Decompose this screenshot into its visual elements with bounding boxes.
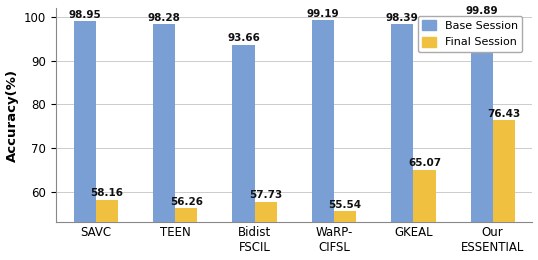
Text: 56.26: 56.26 <box>170 197 203 207</box>
Bar <box>493 120 515 222</box>
Y-axis label: Accuracy(%): Accuracy(%) <box>5 69 18 162</box>
Bar <box>471 17 493 222</box>
Bar <box>232 45 254 222</box>
Bar <box>175 208 197 222</box>
Text: 65.07: 65.07 <box>408 158 441 168</box>
Text: 57.73: 57.73 <box>249 190 282 200</box>
Text: 99.19: 99.19 <box>307 9 339 19</box>
Bar <box>96 200 118 222</box>
Text: 58.16: 58.16 <box>90 188 123 198</box>
Text: 98.28: 98.28 <box>147 13 180 23</box>
Text: 93.66: 93.66 <box>227 33 260 43</box>
Bar <box>74 22 96 222</box>
Legend: Base Session, Final Session: Base Session, Final Session <box>418 16 522 52</box>
Text: 76.43: 76.43 <box>487 109 520 119</box>
Text: 55.54: 55.54 <box>329 200 362 210</box>
Bar <box>254 202 277 222</box>
Bar <box>391 24 413 222</box>
Text: 98.95: 98.95 <box>68 10 101 20</box>
Bar <box>312 21 334 222</box>
Text: 98.39: 98.39 <box>386 13 419 23</box>
Text: 99.89: 99.89 <box>465 6 498 16</box>
Bar <box>413 170 436 222</box>
Bar <box>334 211 356 222</box>
Bar <box>153 24 175 222</box>
